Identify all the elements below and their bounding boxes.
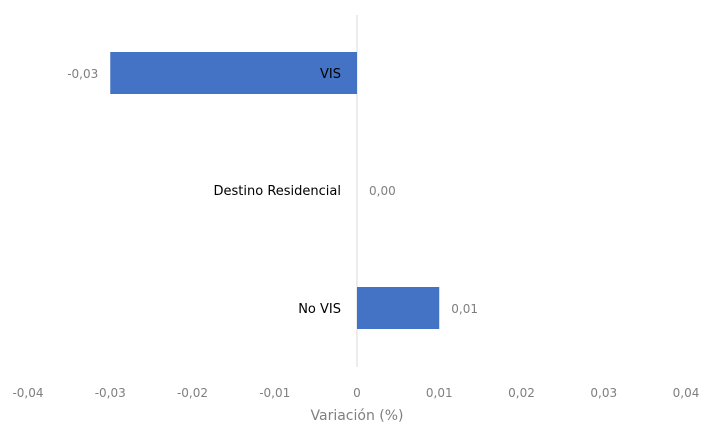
x-tick-label: 0,02 bbox=[508, 386, 535, 400]
bar-vis bbox=[110, 52, 357, 94]
x-tick-labels-group: -0,04 -0,03 -0,02 -0,01 0 0,01 0,02 0,03 0,04 bbox=[12, 386, 699, 400]
x-tick-label: 0 bbox=[353, 386, 361, 400]
data-label: 0,00 bbox=[369, 184, 396, 198]
category-labels-group: VIS Destino Residencial No VIS bbox=[214, 67, 341, 317]
data-label: -0,03 bbox=[67, 67, 98, 81]
x-tick-label: -0,02 bbox=[177, 386, 208, 400]
category-label: VIS bbox=[320, 67, 341, 82]
category-label: Destino Residencial bbox=[214, 184, 341, 199]
x-tick-label: -0,01 bbox=[259, 386, 290, 400]
data-labels-group: -0,03 0,00 0,01 bbox=[67, 67, 478, 316]
x-tick-label: 0,03 bbox=[590, 386, 617, 400]
x-axis-title: Variación (%) bbox=[311, 408, 404, 424]
bars-group bbox=[110, 52, 440, 329]
x-tick-label: -0,03 bbox=[95, 386, 126, 400]
x-tick-label: 0,01 bbox=[426, 386, 453, 400]
data-label: 0,01 bbox=[451, 302, 478, 316]
x-tick-label: 0,04 bbox=[673, 386, 700, 400]
bar-no-vis bbox=[357, 287, 440, 329]
category-label: No VIS bbox=[298, 302, 341, 317]
x-tick-label: -0,04 bbox=[12, 386, 43, 400]
